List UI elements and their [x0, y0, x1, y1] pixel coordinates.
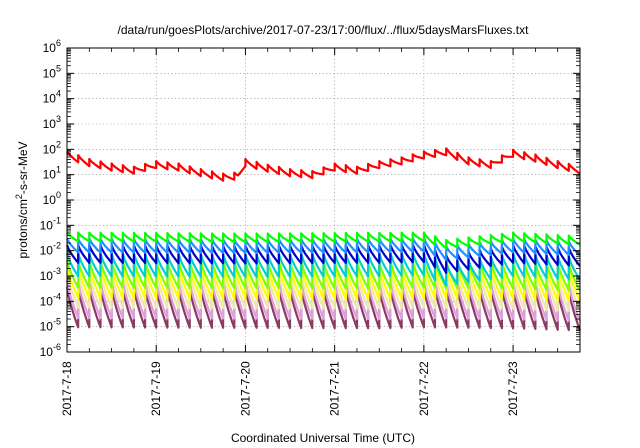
- y-tick-label: 10-2: [40, 241, 61, 258]
- y-axis-label-superscript: 2: [14, 194, 24, 199]
- series-line-1: [66, 147, 581, 182]
- y-tick-label: 102: [43, 139, 61, 156]
- y-tick-label: 10-3: [40, 266, 61, 283]
- x-tick-label: 2017-7-19: [149, 361, 163, 416]
- series-line-5: [65, 251, 581, 287]
- y-tick-label: 105: [43, 63, 61, 80]
- y-tick-label: 103: [43, 114, 61, 131]
- x-tick-label: 2017-7-18: [60, 361, 74, 416]
- y-axis-label-unit: -s-sr-MeV: [16, 141, 30, 194]
- chart-title: /data/run/goesPlots/archive/2017-07-23/1…: [118, 23, 530, 37]
- series-line-3: [66, 236, 581, 262]
- y-tick-label: 100: [43, 190, 61, 207]
- x-tick-label: 2017-7-22: [417, 361, 431, 416]
- y-tick-label: 10-5: [40, 317, 61, 334]
- y-tick-label: 101: [43, 165, 61, 182]
- y-axis: 10-6 10-5 10-4 10-3 10-2 10-1 100 101 102 103 104 1…: [40, 38, 580, 359]
- y-tick-label: 10-1: [40, 215, 61, 232]
- x-axis: 2017-7-18 2017-7-19 2017-7-20 2017-7-21 2017…: [60, 48, 559, 416]
- y-tick-label: 10-6: [40, 342, 61, 359]
- x-axis-label: Coordinated Universal Time (UTC): [231, 431, 415, 445]
- y-axis-label: protons/cm2-s-sr-MeV: [14, 141, 30, 258]
- series-line-4: [65, 243, 581, 274]
- series-layer: [65, 147, 582, 332]
- y-axis-label-main: protons/cm: [16, 199, 30, 258]
- y-tick-label: 106: [43, 38, 61, 55]
- series-line-2: [66, 231, 581, 250]
- x-tick-label: 2017-7-23: [506, 361, 520, 416]
- x-tick-label: 2017-7-21: [328, 361, 342, 416]
- y-tick-label: 10-4: [40, 291, 61, 308]
- y-tick-label: 104: [43, 89, 61, 106]
- x-tick-label: 2017-7-20: [238, 361, 252, 416]
